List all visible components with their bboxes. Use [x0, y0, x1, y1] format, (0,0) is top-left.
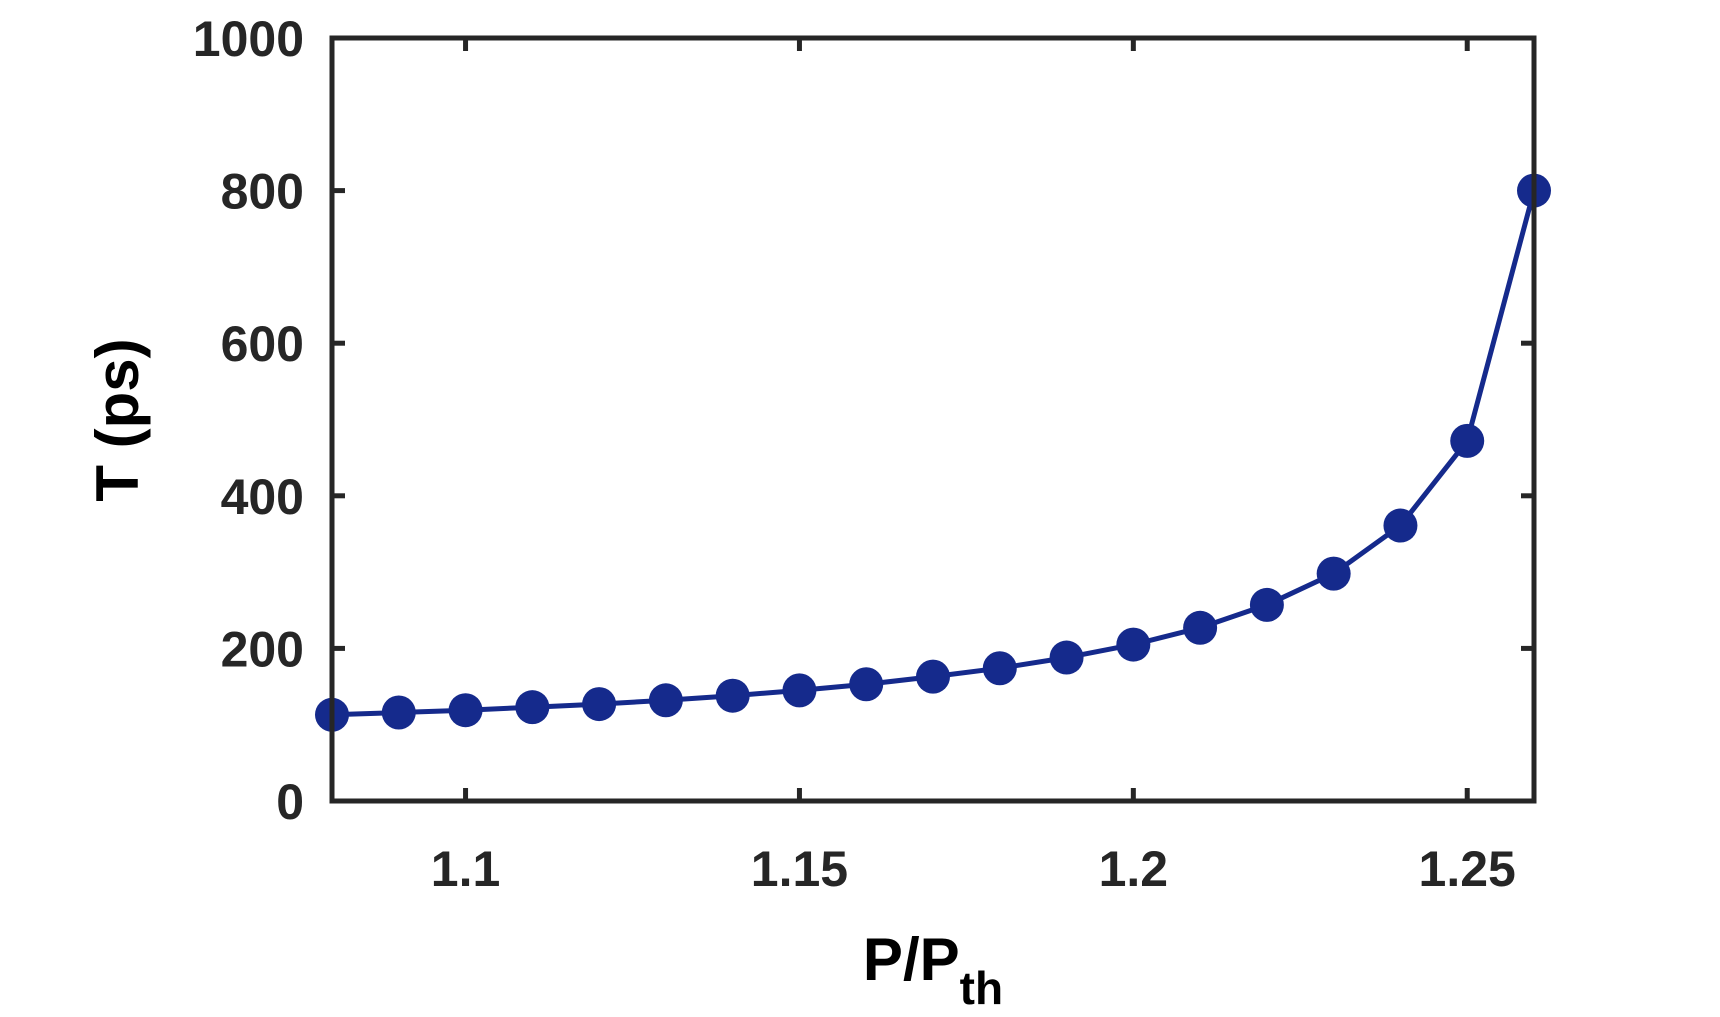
data-point [515, 690, 550, 725]
data-point [1049, 640, 1084, 675]
data-point [648, 683, 683, 718]
data-point [1450, 423, 1485, 458]
data-point [448, 693, 483, 728]
x-axis-title-subscript: th [960, 962, 1003, 1014]
data-point [1383, 508, 1418, 543]
plot-frame [329, 35, 1537, 804]
y-tick-label: 0 [276, 774, 304, 830]
x-tick-label: 1.2 [1099, 841, 1169, 897]
y-tick-label: 200 [221, 621, 304, 677]
y-tick-label: 400 [221, 469, 304, 525]
data-point [1183, 610, 1218, 645]
data-point [982, 651, 1017, 686]
x-tick-label: 1.1 [431, 841, 501, 897]
y-axis-title: T (ps) [84, 338, 151, 501]
y-tick-label: 600 [221, 316, 304, 372]
data-point [849, 667, 884, 702]
x-axis-title: P/Pth [863, 926, 1003, 1014]
data-point [1316, 556, 1351, 591]
data-point [715, 678, 750, 713]
x-tick-label: 1.15 [751, 841, 848, 897]
y-tick-label: 800 [221, 164, 304, 220]
series-layer [315, 173, 1551, 732]
data-point [782, 673, 817, 708]
data-point [582, 687, 617, 722]
x-tick-label: 1.25 [1419, 841, 1516, 897]
data-point [1116, 627, 1151, 662]
data-point [1249, 587, 1284, 622]
data-point [916, 659, 950, 694]
y-tick-label: 1000 [193, 11, 304, 67]
data-point [381, 695, 416, 730]
x-axis-title-main: P/P [863, 926, 960, 993]
tick-labels: 1.1 1.15 1.2 1.25 0 200 400 600 800 1000 [193, 11, 1516, 897]
